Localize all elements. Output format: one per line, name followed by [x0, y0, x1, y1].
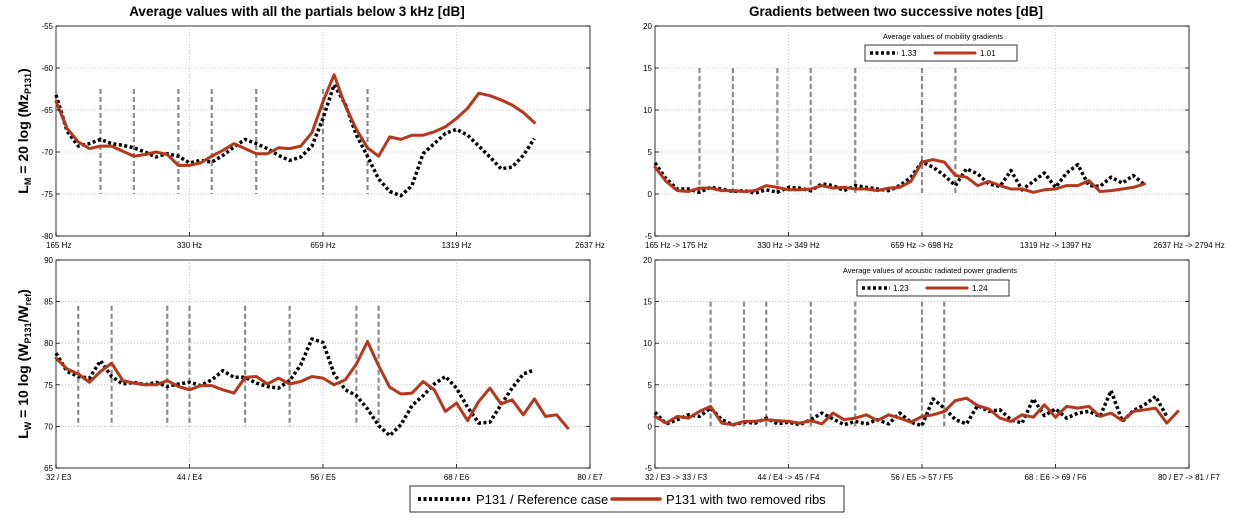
y-tick-label: 70: [44, 422, 53, 431]
y-tick-label: 5: [648, 148, 653, 157]
series-mod-line: [653, 396, 1180, 427]
y-tick-label: -5: [645, 464, 653, 473]
y-tick-label: 10: [643, 339, 652, 348]
y-tick-label: 90: [44, 256, 53, 265]
inset-legend-mod-value: 1.24: [972, 284, 988, 293]
y-tick-label: -65: [41, 106, 53, 115]
y-tick-label: -60: [41, 64, 53, 73]
inset-legend-mod-value: 1.01: [980, 49, 996, 58]
x-tick-label: 80 / E7: [577, 473, 603, 482]
inset-legend: Average values of acoustic radiated powe…: [843, 266, 1017, 297]
series-mod-line: [653, 158, 1146, 194]
series-mod-line: [54, 73, 536, 167]
panel-mobility-average: Average values with all the partials bel…: [15, 4, 605, 250]
x-tick-label: 68 / E6: [444, 473, 470, 482]
ticks: 65 70 75 80 85 90 32 / E3 44 / E4 56 / E5 68 / E6…: [44, 256, 603, 482]
x-tick-label: 80 / E7 -> 81 / F7: [1158, 473, 1221, 482]
y-tick-label: 10: [643, 106, 652, 115]
x-tick-label: 32 / E3 -> 33 / F3: [645, 473, 708, 482]
x-tick-label: 56 / E5 -> 57 / F5: [891, 473, 954, 482]
ticks: -80 -75 -70 -65 -60 -55 165 Hz 330 Hz 659 Hz 1319…: [41, 22, 604, 250]
x-tick-label: 68 : E6 -> 69 / F6: [1024, 473, 1087, 482]
y-tick-label: 0: [648, 422, 653, 431]
y-tick-label: -75: [41, 190, 53, 199]
ylabel-main: L: [15, 185, 31, 194]
series-group: [54, 73, 536, 198]
ylabel-sub: ref: [23, 293, 33, 306]
series-ref-line: [54, 83, 536, 198]
y-tick-label: -80: [41, 232, 53, 241]
ylabel-end: ): [15, 289, 31, 294]
legend-mod-label: P131 with two removed ribs: [666, 492, 826, 507]
y-tick-label: 5: [648, 381, 653, 390]
series-ref-line: [54, 337, 536, 438]
x-tick-label: 659 Hz -> 698 Hz: [891, 241, 953, 250]
y-axis-label: LW = 10 log (WP131/Wref): [15, 289, 33, 439]
x-tick-label: 44 / E4 -> 45 / F4: [757, 473, 820, 482]
inset-legend-title: Average values of acoustic radiated powe…: [843, 266, 1017, 275]
inset-legend-ref-value: 1.33: [901, 49, 917, 58]
note-markers: [99, 89, 369, 194]
ticks: -5 0 5 10 15 20 165 Hz -> 175 Hz 330 Hz -> 349 …: [643, 22, 1225, 250]
y-tick-label: -5: [645, 232, 653, 241]
panel-power-gradients: -5 0 5 10 15 20 32 / E3 -> 33 / F3 44 / E4 -> 4…: [643, 256, 1220, 482]
x-tick-label: 2637 Hz -> 2794 Hz: [1153, 241, 1224, 250]
x-tick-label: 2637 Hz: [575, 241, 605, 250]
ylabel-sub: W: [23, 421, 33, 430]
panel-title: Gradients between two successive notes […: [749, 4, 1043, 19]
x-tick-label: 32 / E3: [46, 473, 72, 482]
legend-ref-label: P131 / Reference case: [476, 492, 608, 507]
panel-title: Average values with all the partials bel…: [129, 4, 465, 19]
note-markers: [709, 301, 946, 427]
plot-frame: [55, 259, 591, 469]
y-tick-label: -70: [41, 148, 53, 157]
y-tick-label: 80: [44, 339, 53, 348]
inset-legend: Average values of mobility gradients 1.3…: [864, 32, 1018, 62]
ylabel-end: ): [15, 68, 31, 73]
grid: [56, 260, 590, 468]
ticks: -5 0 5 10 15 20 32 / E3 -> 33 / F3 44 / E4 -> 4…: [643, 256, 1220, 482]
x-tick-label: 330 Hz: [177, 241, 202, 250]
panel-mobility-gradients: Gradients between two successive notes […: [643, 4, 1225, 250]
y-tick-label: 85: [44, 298, 53, 307]
y-tick-label: 15: [643, 64, 652, 73]
ylabel-sub: P131: [23, 73, 33, 94]
note-markers: [77, 305, 380, 427]
main-legend: P131 / Reference case P131 with two remo…: [409, 485, 845, 513]
y-tick-label: 20: [643, 256, 652, 265]
x-tick-label: 165 Hz -> 175 Hz: [645, 241, 707, 250]
x-tick-label: 56 / E5: [310, 473, 336, 482]
series-group: [54, 337, 570, 438]
x-tick-label: 330 Hz -> 349 Hz: [757, 241, 819, 250]
y-tick-label: 20: [643, 22, 652, 31]
ylabel-mid: = 10 log (W: [15, 343, 31, 422]
y-tick-label: 65: [44, 464, 53, 473]
x-tick-label: 1319 Hz: [442, 241, 472, 250]
x-tick-label: 44 / E4: [177, 473, 203, 482]
y-tick-label: 75: [44, 381, 53, 390]
series-group: [653, 388, 1180, 428]
y-tick-label: -55: [41, 22, 53, 31]
x-tick-label: 165 Hz: [46, 241, 71, 250]
y-tick-label: 0: [648, 190, 653, 199]
x-tick-label: 659 Hz: [310, 241, 335, 250]
series-group: [653, 158, 1146, 195]
grid: [56, 26, 590, 236]
series-mod-line: [54, 340, 570, 430]
ylabel-main: L: [15, 430, 31, 439]
ylabel-sub: P131: [23, 323, 33, 344]
x-tick-label: 1319 Hz -> 1397 Hz: [1020, 241, 1091, 250]
ylabel-sub: M: [23, 178, 33, 186]
y-tick-label: 15: [643, 298, 652, 307]
panel-power-average: 65 70 75 80 85 90 32 / E3 44 / E4 56 / E5 68 / E6…: [15, 256, 603, 482]
y-axis-label: LM = 20 log (MzP131): [15, 68, 33, 193]
inset-legend-title: Average values of mobility gradients: [883, 32, 1004, 41]
inset-legend-ref-value: 1.23: [893, 284, 909, 293]
ylabel-mid2: /W: [15, 305, 31, 323]
ylabel-mid: = 20 log (Mz: [15, 94, 31, 178]
note-markers: [698, 68, 957, 194]
